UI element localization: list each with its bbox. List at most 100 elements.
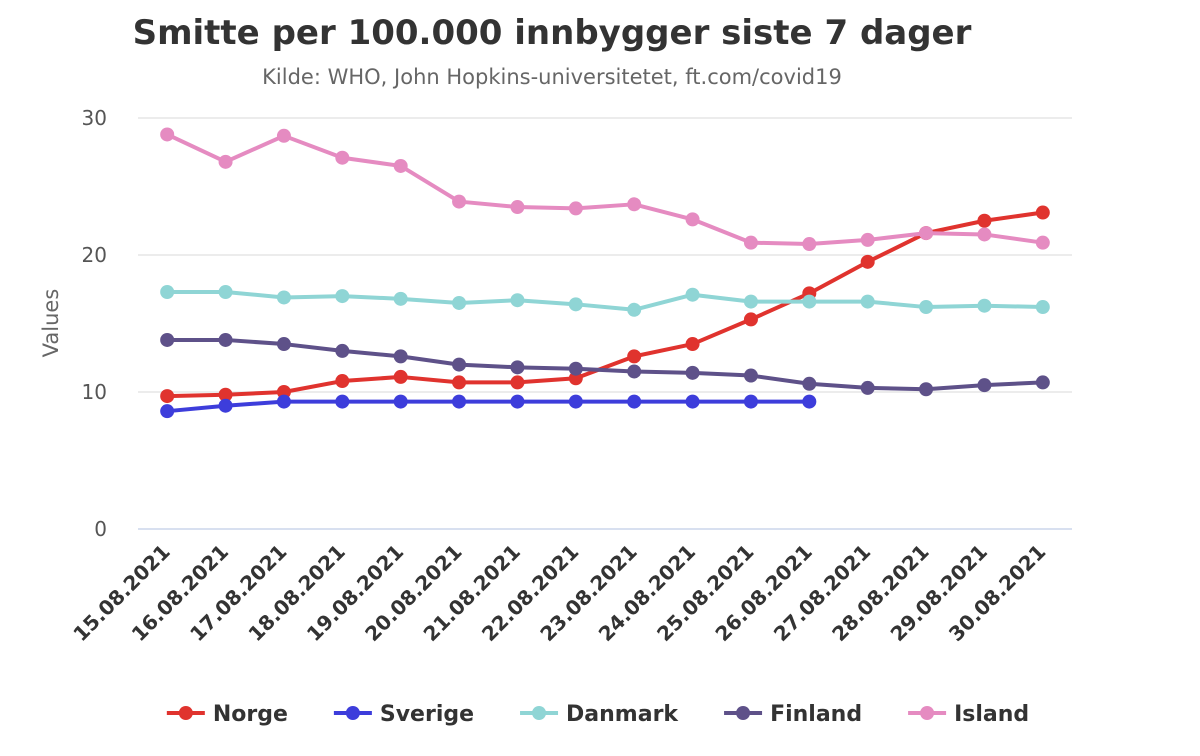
data-point: [452, 375, 467, 390]
data-point: [218, 387, 233, 402]
data-point: [977, 378, 992, 393]
series-line: [166, 132, 1044, 247]
legend-swatch-marker: [345, 706, 360, 720]
data-point: [802, 237, 817, 252]
legend-label: Island: [954, 702, 1029, 727]
data-point: [627, 394, 642, 409]
data-point: [160, 332, 175, 347]
data-point: [685, 212, 700, 227]
data-point: [218, 284, 233, 299]
data-point: [685, 365, 700, 380]
data-point: [860, 232, 875, 247]
legend-swatch-marker: [920, 706, 935, 720]
data-point: [335, 394, 350, 409]
series-line: [167, 337, 1043, 392]
data-point: [335, 374, 350, 389]
data-point: [218, 154, 233, 169]
legend-item-sverige[interactable]: Sverige: [333, 702, 474, 727]
legend-item-finland[interactable]: Finland: [724, 702, 862, 727]
legend-swatch-marker: [178, 706, 193, 720]
data-point: [160, 389, 175, 404]
y-tick-label: 0: [94, 517, 107, 541]
data-point: [510, 375, 525, 390]
data-point: [1035, 205, 1050, 220]
data-point: [743, 394, 758, 409]
data-point: [160, 404, 175, 419]
data-point: [393, 158, 408, 173]
y-tick-label: 10: [82, 380, 107, 404]
series-line: [167, 210, 1044, 399]
legend-item-danmark[interactable]: Danmark: [520, 702, 679, 727]
data-point: [393, 394, 408, 409]
data-point: [977, 298, 992, 313]
data-point: [276, 385, 291, 399]
legend-label: Norge: [213, 702, 288, 727]
data-point: [627, 364, 642, 379]
data-point: [743, 294, 758, 309]
data-point: [919, 300, 934, 315]
data-point: [276, 394, 291, 409]
data-point: [743, 235, 758, 250]
legend-label: Finland: [770, 702, 862, 727]
legend-label: Sverige: [380, 702, 474, 727]
data-point: [218, 332, 233, 347]
data-point: [568, 371, 583, 386]
data-point: [568, 297, 583, 312]
data-point: [568, 361, 583, 376]
data-point: [335, 289, 350, 304]
data-point: [276, 128, 291, 143]
data-point: [393, 291, 408, 306]
y-tick-label: 30: [82, 106, 107, 130]
series-finland: [160, 332, 1050, 397]
series-danmark: [160, 284, 1050, 317]
data-point: [685, 287, 700, 302]
data-point: [510, 394, 525, 409]
legend-label: Danmark: [566, 702, 679, 727]
data-point: [452, 394, 467, 409]
legend: Norge Sverige Danmark Finland Island: [166, 702, 1029, 727]
data-point: [276, 337, 291, 352]
data-point: [510, 200, 525, 215]
series-line: [167, 399, 810, 414]
data-point: [568, 394, 583, 409]
data-point: [743, 312, 758, 327]
data-point: [452, 357, 467, 372]
data-point: [627, 197, 642, 212]
legend-item-island[interactable]: Island: [908, 702, 1029, 727]
y-tick-label: 20: [82, 243, 107, 267]
data-point: [393, 349, 408, 364]
data-point: [919, 382, 934, 397]
data-point: [685, 394, 700, 409]
data-point: [276, 290, 291, 305]
data-point: [860, 254, 875, 269]
data-point: [335, 343, 350, 358]
data-point: [510, 293, 525, 308]
chart-title: Smitte per 100.000 innbygger siste 7 dag…: [133, 13, 972, 53]
data-point: [452, 295, 467, 310]
x-axis-ticks: 15.08.202116.08.202117.08.202118.08.2021…: [68, 540, 1050, 646]
data-point: [685, 337, 700, 352]
data-point: [743, 368, 758, 383]
data-point: [977, 227, 992, 242]
data-point: [160, 284, 175, 299]
data-point: [860, 380, 875, 395]
data-point: [977, 213, 992, 228]
data-point: [160, 127, 175, 142]
series-line: [167, 289, 1043, 312]
data-point: [452, 194, 467, 209]
data-point: [1035, 300, 1050, 315]
data-point: [218, 398, 233, 413]
series-island: [160, 127, 1050, 252]
data-point: [627, 349, 642, 364]
data-point: [393, 369, 408, 384]
legend-swatch-marker: [736, 706, 751, 720]
chart-subtitle: Kilde: WHO, John Hopkins-universitetet, …: [262, 65, 842, 89]
data-point: [1035, 375, 1050, 390]
data-point: [335, 150, 350, 165]
data-point: [802, 394, 817, 409]
legend-item-norge[interactable]: Norge: [166, 702, 288, 727]
data-point: [860, 294, 875, 309]
y-axis-ticks: 0 10 20 30: [82, 106, 107, 541]
y-axis-label: Values: [39, 289, 63, 358]
